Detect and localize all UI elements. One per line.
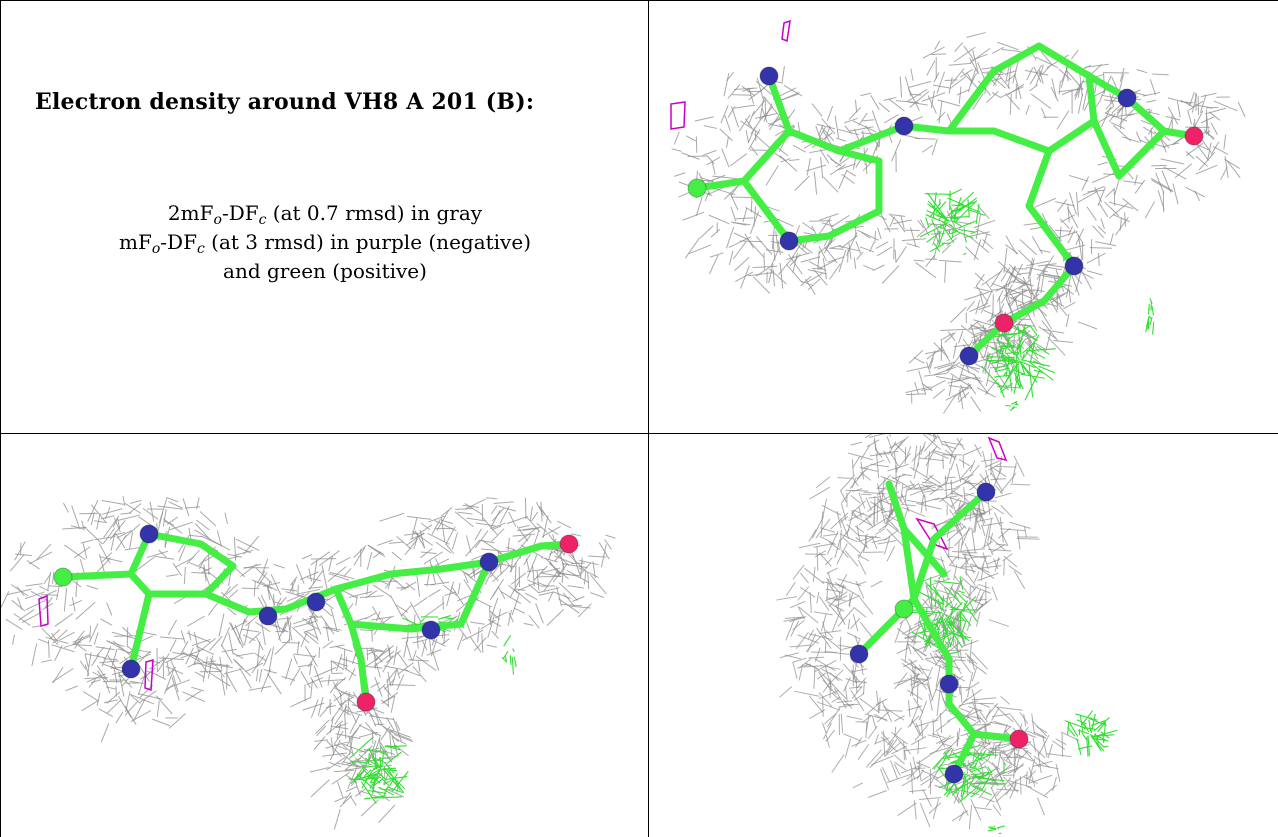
nitrogen-atom bbox=[944, 764, 964, 784]
bond bbox=[900, 525, 918, 603]
carbon-atom bbox=[53, 567, 73, 587]
bond bbox=[945, 67, 998, 135]
bond bbox=[347, 620, 415, 633]
nitrogen-atom bbox=[1064, 256, 1084, 276]
positive-density-blob bbox=[919, 188, 986, 256]
bond bbox=[127, 570, 153, 598]
negative-density-blob bbox=[781, 19, 791, 43]
nitrogen-atom bbox=[939, 674, 959, 694]
bond bbox=[1085, 72, 1098, 125]
legend-line-colors: and green (positive) bbox=[223, 259, 427, 283]
bond bbox=[202, 562, 237, 598]
bond bbox=[1025, 147, 1053, 210]
carbon-atom bbox=[687, 178, 707, 198]
positive-density-blob bbox=[1145, 298, 1155, 335]
nitrogen-atom bbox=[976, 482, 996, 502]
caption-title: Electron density around VH8 A 201 (B): bbox=[35, 89, 535, 115]
bond bbox=[197, 540, 237, 570]
bond bbox=[855, 605, 908, 658]
negative-density-blob bbox=[670, 101, 686, 130]
bond bbox=[930, 488, 990, 543]
density-panel-bottom-left bbox=[1, 434, 648, 837]
bond bbox=[332, 585, 355, 628]
table-border-top bbox=[0, 0, 1278, 1]
bond bbox=[885, 480, 908, 533]
map-legend: 2mFo-DFc (at 0.7 rmsd) in gray mFo-DFc (… bbox=[1, 199, 648, 286]
bond bbox=[127, 590, 153, 673]
bond bbox=[457, 558, 493, 628]
density-render-top-right bbox=[670, 19, 1246, 414]
negative-density-blob bbox=[38, 594, 49, 627]
bond bbox=[1045, 117, 1098, 155]
positive-density-blob bbox=[348, 736, 409, 804]
nitrogen-atom bbox=[258, 606, 278, 626]
bond bbox=[990, 127, 1053, 155]
bond bbox=[485, 542, 545, 566]
bond bbox=[910, 535, 938, 603]
bond bbox=[740, 177, 793, 245]
oxygen-atom bbox=[994, 313, 1014, 333]
bond bbox=[332, 570, 395, 593]
negative-density-blob bbox=[144, 658, 154, 692]
nitrogen-atom bbox=[959, 346, 979, 366]
bond bbox=[825, 207, 883, 240]
bond bbox=[387, 565, 445, 578]
positive-density-blob bbox=[1005, 400, 1019, 412]
nitrogen-atom bbox=[421, 620, 441, 640]
bond bbox=[910, 595, 953, 663]
density-render-bottom-right bbox=[776, 434, 1118, 835]
bond bbox=[59, 570, 135, 581]
density-panel-bottom-right bbox=[649, 434, 1278, 837]
nitrogen-atom bbox=[759, 66, 779, 86]
nitrogen-atom bbox=[139, 524, 159, 544]
negative-density-blob bbox=[987, 436, 1008, 462]
nitrogen-atom bbox=[849, 644, 869, 664]
nitrogen-atom bbox=[779, 231, 799, 251]
oxygen-atom bbox=[1009, 729, 1029, 749]
bond bbox=[1025, 202, 1078, 270]
bond bbox=[785, 127, 843, 155]
table-divider-vertical bbox=[648, 0, 649, 837]
nitrogen-atom bbox=[1117, 88, 1137, 108]
nitrogen-atom bbox=[479, 552, 499, 572]
bond bbox=[765, 72, 793, 135]
oxygen-atom bbox=[356, 692, 376, 712]
bond bbox=[1090, 117, 1123, 180]
nitrogen-atom bbox=[121, 659, 141, 679]
bond bbox=[347, 620, 365, 663]
negative-density-blob bbox=[915, 517, 949, 551]
density-render-bottom-left bbox=[1, 495, 616, 830]
positive-density-blob bbox=[1064, 710, 1118, 757]
table-divider-horizontal bbox=[0, 433, 1278, 434]
positive-density-blob bbox=[987, 825, 1005, 835]
nitrogen-atom bbox=[306, 592, 326, 612]
bond bbox=[202, 590, 253, 616]
bond bbox=[740, 127, 793, 185]
bond bbox=[835, 122, 908, 155]
bond bbox=[1035, 42, 1093, 80]
bond bbox=[990, 42, 1043, 75]
oxygen-atom bbox=[559, 534, 579, 554]
caption-cell: Electron density around VH8 A 201 (B): 2… bbox=[1, 1, 648, 433]
carbon-atom bbox=[894, 599, 914, 619]
oxygen-atom bbox=[1184, 126, 1204, 146]
bond bbox=[945, 700, 978, 738]
bond bbox=[900, 525, 948, 578]
positive-density-blob bbox=[501, 635, 517, 675]
bond bbox=[1115, 127, 1168, 180]
table-border-left bbox=[0, 0, 1, 837]
legend-line-fo: mFo-DFc (at 3 rmsd) in purple (negative) bbox=[119, 230, 531, 257]
legend-line-2fo: 2mFo-DFc (at 0.7 rmsd) in gray bbox=[167, 201, 483, 228]
density-panel-top-right bbox=[649, 1, 1278, 433]
nitrogen-atom bbox=[894, 116, 914, 136]
bond bbox=[835, 147, 883, 165]
